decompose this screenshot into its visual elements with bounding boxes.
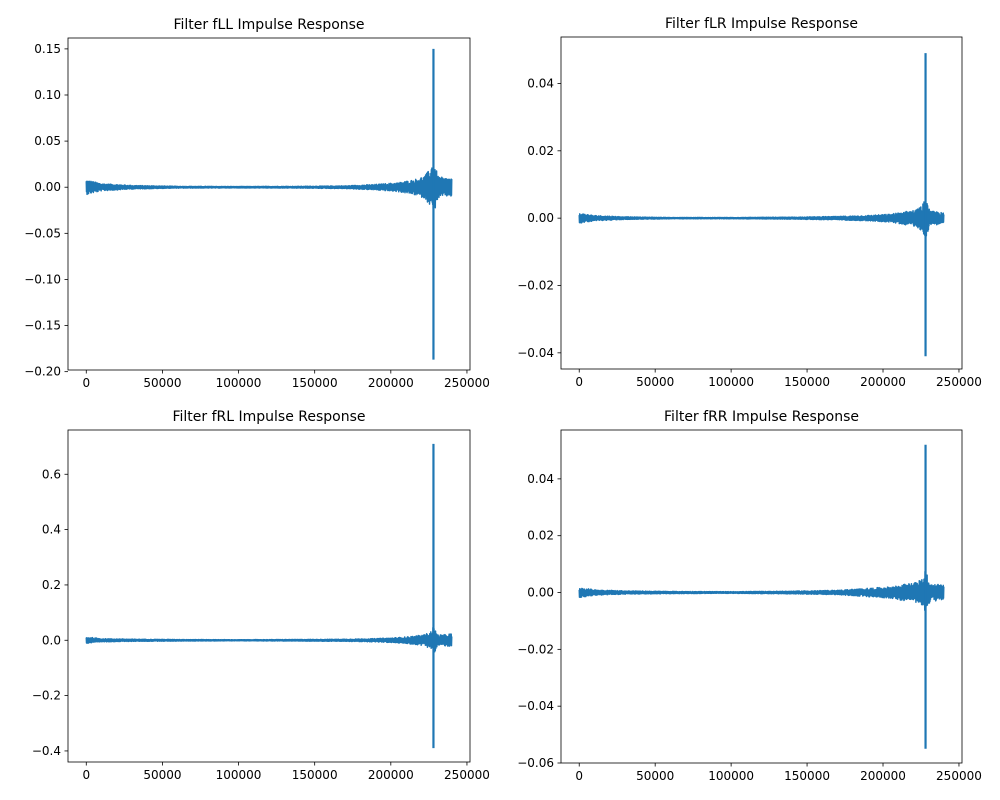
x-tick-label: 150000: [784, 769, 830, 783]
x-tick-label: 250000: [936, 769, 982, 783]
y-tick-label: −0.10: [24, 272, 61, 286]
x-tick-label: 200000: [860, 375, 906, 389]
y-tick-label: 0.00: [34, 180, 61, 194]
y-tick-label: 0.05: [34, 134, 61, 148]
y-tick-label: −0.02: [517, 278, 554, 292]
y-tick-label: 0.02: [527, 529, 554, 543]
x-tick-label: 100000: [216, 768, 262, 782]
x-tick-label: 200000: [368, 376, 414, 390]
y-tick-label: 0.00: [527, 586, 554, 600]
x-tick-label: 200000: [860, 769, 906, 783]
series-line: [578, 569, 945, 611]
y-tick-label: −0.4: [32, 744, 61, 758]
x-tick-label: 100000: [708, 769, 754, 783]
subplot-fll: Filter fLL Impulse Response 0 50000 100000…: [24, 17, 490, 390]
y-tick-label: 0.4: [42, 523, 61, 537]
subplot-title: Filter fRL Impulse Response: [172, 409, 365, 425]
y-tick-label: 0.0: [42, 633, 61, 647]
x-tick-label: 0: [82, 768, 90, 782]
x-tick-label: 150000: [292, 768, 338, 782]
x-tick-label: 0: [575, 375, 583, 389]
x-tick-label: 250000: [444, 768, 490, 782]
y-tick-label: 0.2: [42, 578, 61, 592]
subplot-title: Filter fLL Impulse Response: [173, 17, 364, 33]
x-tick-label: 50000: [143, 768, 181, 782]
x-tick-label: 150000: [292, 376, 338, 390]
y-tick-label: −0.2: [32, 689, 61, 703]
series-line: [85, 167, 453, 210]
x-tick-label: 50000: [636, 769, 674, 783]
x-tick-label: 250000: [444, 376, 490, 390]
subplot-title: Filter fRR Impulse Response: [664, 409, 859, 425]
y-tick-label: −0.20: [24, 365, 61, 379]
x-tick-label: 50000: [143, 376, 181, 390]
y-tick-label: −0.06: [517, 756, 554, 770]
subplot-flr: Filter fLR Impulse Response 0 50000 100000…: [517, 16, 982, 389]
axes-frame: [67, 429, 471, 763]
x-tick-label: 100000: [708, 375, 754, 389]
y-tick-label: 0.04: [527, 472, 554, 486]
x-tick-label: 200000: [368, 768, 414, 782]
x-tick-label: 0: [82, 376, 90, 390]
x-tick-label: 250000: [936, 375, 982, 389]
series-line: [578, 201, 945, 237]
y-tick-label: 0.10: [34, 88, 61, 102]
subplot-frl: Filter fRL Impulse Response 0 50000 100000…: [32, 409, 490, 782]
y-tick-label: −0.05: [24, 226, 61, 240]
y-tick-label: −0.15: [24, 319, 61, 333]
y-tick-label: −0.04: [517, 699, 554, 713]
axes-frame: [560, 429, 963, 764]
x-tick-label: 100000: [216, 376, 262, 390]
x-tick-label: 50000: [636, 375, 674, 389]
x-tick-label: 150000: [784, 375, 830, 389]
y-tick-label: 0.00: [527, 211, 554, 225]
subplot-frr: Filter fRR Impulse Response 0 50000 100000…: [517, 409, 982, 783]
subplot-title: Filter fLR Impulse Response: [665, 16, 858, 32]
y-tick-label: −0.04: [517, 346, 554, 360]
y-tick-label: 0.04: [527, 76, 554, 90]
series-line: [85, 627, 453, 653]
y-tick-label: 0.15: [34, 42, 61, 56]
y-tick-label: 0.02: [527, 144, 554, 158]
y-tick-label: −0.02: [517, 642, 554, 656]
axes-frame: [67, 37, 471, 371]
x-tick-label: 0: [575, 769, 583, 783]
axes-frame: [560, 36, 963, 370]
y-tick-label: 0.6: [42, 467, 61, 481]
